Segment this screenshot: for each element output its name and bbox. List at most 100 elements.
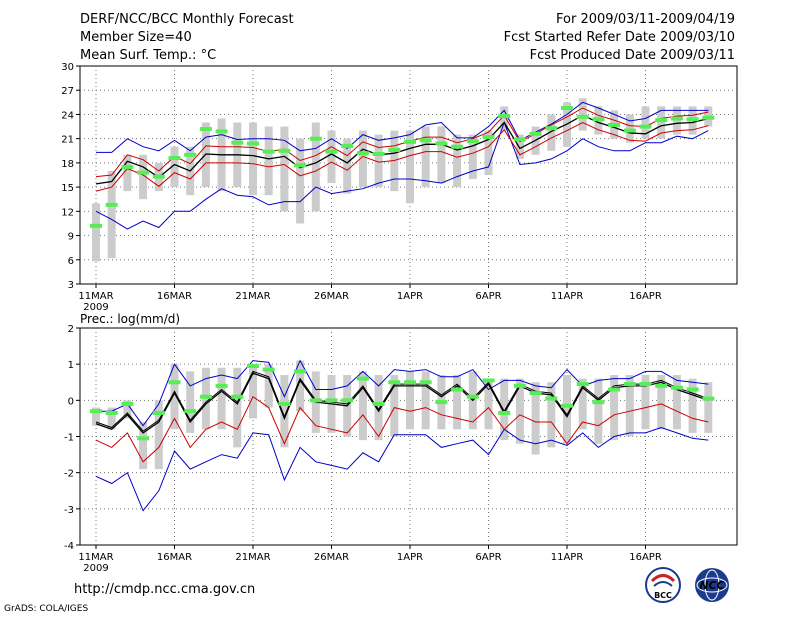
temp-spread-box (421, 126, 430, 188)
temp-ytick-label: 6 (68, 256, 74, 267)
prec-median-marker (561, 403, 573, 408)
bcc-logo-text: BCC (654, 591, 672, 600)
temp-median-marker (466, 139, 479, 144)
prec-median-marker (435, 400, 448, 405)
temp-ytick-label: 30 (61, 62, 74, 73)
prec-third-line (95, 395, 709, 463)
prec-median-marker (482, 378, 495, 383)
prec-spread-box (594, 378, 603, 444)
prec-median-marker (294, 369, 307, 374)
prec-spread-box (484, 378, 493, 430)
temp-spread-box (484, 130, 493, 175)
prec-ytick-label: 0 (68, 396, 74, 407)
temp-median-marker (184, 152, 197, 157)
prec-lower-line (95, 426, 709, 512)
temp-spread-box (500, 106, 509, 131)
prec-xtick-label: 16MAR (157, 552, 192, 563)
temp-ytick-label: 3 (68, 280, 74, 291)
prec-spread-box (296, 360, 305, 412)
temp-median-marker (325, 149, 338, 154)
prec-xtick-label: 21MAR (235, 552, 270, 563)
source-url[interactable]: http://cmdp.ncc.cma.gov.cn (74, 582, 256, 597)
prec-spread-box (233, 367, 242, 448)
precipitation-panel: -4 -3 -2 -1 0 1 2 11MAR 16MAR 21MAR 26MAR 1APR 6APR 1… (64, 324, 738, 574)
prec-median-marker (121, 401, 134, 406)
prec-median-marker (309, 398, 322, 403)
prec-spread-box (406, 371, 414, 430)
temp-lower-line (95, 121, 709, 230)
temp-median-marker (670, 116, 683, 121)
temp-median-marker (168, 156, 181, 161)
temp-year-label: 2009 (83, 302, 108, 313)
temp-upper-line (96, 101, 709, 153)
prec-median-marker (498, 410, 511, 415)
temp-median-marker (529, 131, 542, 136)
temp-median-marker (419, 138, 432, 143)
temp-median-marker (623, 128, 636, 133)
prec-spread-box (92, 407, 100, 426)
prec-median-marker (199, 394, 212, 399)
temp-spread-box (139, 154, 148, 200)
temp-median-marker (513, 137, 526, 142)
prec-spread-box (390, 375, 399, 437)
prec-spread-box (453, 375, 462, 430)
prec-xtick-label: 16APR (629, 552, 662, 563)
prec-spread-box (704, 382, 713, 433)
prec-median-marker (388, 380, 401, 385)
prec-median-marker (576, 382, 589, 387)
temp-median-marker (482, 135, 495, 140)
prec-median-marker (466, 394, 479, 399)
temp-spread-box (657, 106, 666, 139)
prec-spread-box (358, 371, 367, 441)
temp-spread-box (358, 130, 367, 188)
prec-spread-box (578, 378, 587, 430)
temp-spread-box (453, 134, 462, 188)
temp-median-marker (545, 126, 558, 131)
temp-spread-box (468, 134, 477, 180)
prec-median-marker (184, 409, 197, 414)
temp-median-marker (137, 170, 150, 175)
temp-median-marker (152, 174, 165, 179)
temp-median-marker (592, 117, 605, 122)
prec-median-marker (686, 387, 699, 392)
temp-median-marker (341, 143, 354, 148)
bcc-logo-icon: BCC (645, 567, 681, 603)
prec-median-marker (137, 436, 150, 441)
temp-third-line (95, 121, 709, 192)
forecast-start-date: Fcst Started Refer Date 2009/03/10 (503, 30, 735, 45)
prec-median-marker (215, 383, 228, 388)
temp-spread-box (672, 106, 681, 135)
temp-ytick-label: 27 (61, 86, 74, 97)
temp-median-marker (435, 141, 448, 146)
prec-spread-box (264, 364, 273, 408)
prec-ytick-label: -4 (64, 541, 74, 552)
temp-spread-box (296, 138, 305, 224)
temp-spread-box (641, 106, 650, 139)
temp-ytick-label: 9 (68, 232, 74, 243)
forecast-produced-date: Fcst Produced Date 2009/03/11 (529, 48, 735, 63)
temp-median-marker (561, 105, 573, 110)
temp-spread-box (107, 170, 116, 259)
prec-xtick-label: 1APR (397, 552, 423, 563)
prec-xtick-label: 11APR (551, 552, 584, 563)
temp-spread-box (123, 154, 132, 192)
temp-spread-box (625, 114, 634, 143)
prec-median-marker (639, 382, 652, 387)
prec-year-label: 2009 (83, 563, 108, 574)
prec-spread-box (500, 378, 509, 441)
temp-xtick-label: 11MAR (78, 291, 113, 302)
prec-median-marker (670, 385, 683, 390)
prec-ytick-label: 1 (68, 360, 74, 371)
temp-spread-box (92, 203, 100, 262)
ncc-logo-icon: NCC (695, 568, 729, 602)
prec-median-marker (529, 391, 542, 396)
prec-median-marker (372, 401, 385, 406)
temp-median-marker (215, 129, 228, 134)
prec-upper-line (96, 359, 709, 427)
prec-median-marker (702, 396, 715, 401)
prec-spread-box (515, 378, 524, 444)
prec-mean-line (95, 372, 709, 434)
temp-median-marker (404, 139, 416, 144)
prec-median-marker (419, 380, 432, 385)
